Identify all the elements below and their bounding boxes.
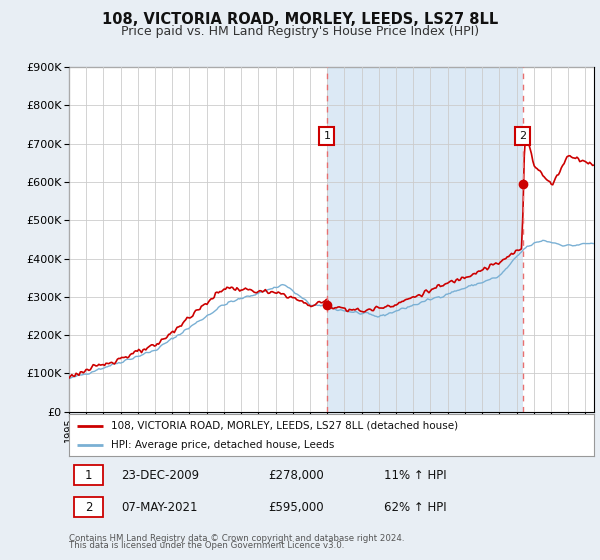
Text: 11% ↑ HPI: 11% ↑ HPI [384, 469, 446, 482]
Text: 2: 2 [519, 131, 526, 141]
Text: £595,000: £595,000 [269, 501, 324, 514]
Text: 1: 1 [323, 131, 331, 141]
FancyBboxPatch shape [74, 497, 103, 517]
Bar [327, 67, 523, 412]
Text: Contains HM Land Registry data © Crown copyright and database right 2024.: Contains HM Land Registry data © Crown c… [69, 534, 404, 543]
Text: 07-MAY-2021: 07-MAY-2021 [121, 501, 198, 514]
Text: This data is licensed under the Open Government Licence v3.0.: This data is licensed under the Open Gov… [69, 541, 344, 550]
Text: 108, VICTORIA ROAD, MORLEY, LEEDS, LS27 8LL (detached house): 108, VICTORIA ROAD, MORLEY, LEEDS, LS27 … [111, 421, 458, 431]
Text: 62% ↑ HPI: 62% ↑ HPI [384, 501, 446, 514]
Text: Price paid vs. HM Land Registry's House Price Index (HPI): Price paid vs. HM Land Registry's House … [121, 25, 479, 38]
Text: 1: 1 [85, 469, 92, 482]
Text: 2: 2 [85, 501, 92, 514]
FancyBboxPatch shape [74, 465, 103, 485]
Text: £278,000: £278,000 [269, 469, 324, 482]
Text: 108, VICTORIA ROAD, MORLEY, LEEDS, LS27 8LL: 108, VICTORIA ROAD, MORLEY, LEEDS, LS27 … [102, 12, 498, 27]
Text: HPI: Average price, detached house, Leeds: HPI: Average price, detached house, Leed… [111, 440, 334, 450]
Text: 23-DEC-2009: 23-DEC-2009 [121, 469, 200, 482]
